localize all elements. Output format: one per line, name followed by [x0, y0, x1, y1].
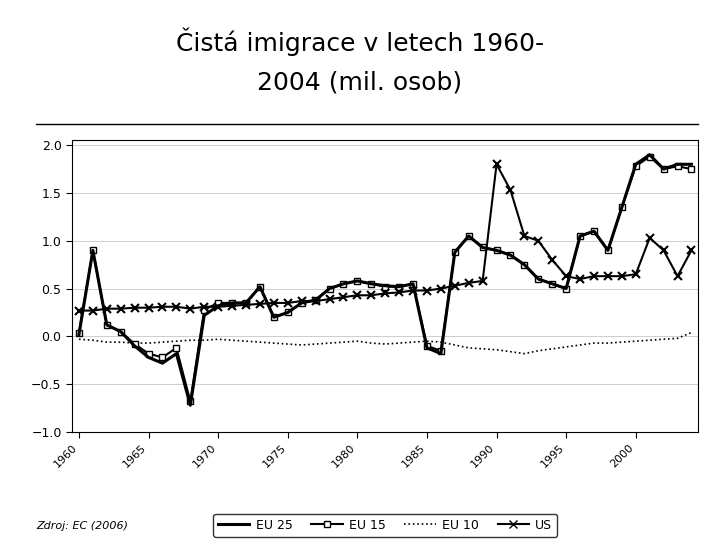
Text: Zdroj: EC (2006): Zdroj: EC (2006): [36, 521, 128, 531]
Text: Čistá imigrace v letech 1960-: Čistá imigrace v letech 1960-: [176, 27, 544, 56]
Legend: EU 25, EU 15, EU 10, US: EU 25, EU 15, EU 10, US: [213, 514, 557, 537]
Text: 2004 (mil. osob): 2004 (mil. osob): [258, 70, 462, 94]
